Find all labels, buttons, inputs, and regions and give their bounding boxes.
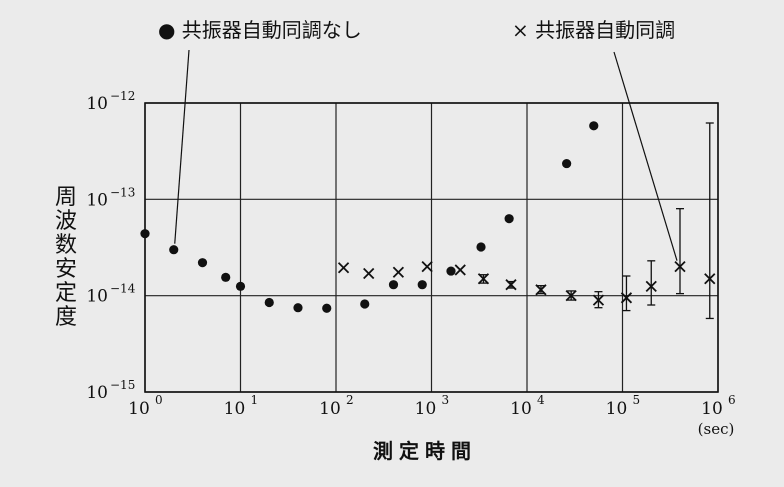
y-tick-exponent: −12 — [110, 89, 135, 103]
error-bar — [647, 260, 656, 306]
plot-frame — [144, 102, 719, 393]
cross-stroke-b — [645, 280, 657, 292]
cross-point — [565, 290, 577, 302]
dot-point — [197, 258, 208, 268]
y-tick-label: 10 — [86, 190, 108, 210]
dot-point — [562, 158, 572, 169]
cross-stroke-b — [674, 261, 686, 273]
dot-point — [322, 303, 332, 313]
cross-point — [421, 261, 433, 273]
x-tick-exponent: 5 — [633, 393, 641, 407]
error-bars — [479, 122, 714, 320]
cross-point — [592, 294, 605, 306]
dot-point — [221, 272, 231, 282]
dot-point — [235, 281, 246, 291]
cross-point — [535, 284, 547, 296]
x-axis-label: 測定時間 — [373, 439, 477, 463]
cross-stroke-b — [363, 267, 375, 280]
cross-point — [454, 264, 466, 276]
cross-stroke-b — [337, 262, 350, 274]
dot-point — [360, 299, 370, 309]
cross-stroke-b — [477, 273, 490, 285]
y-tick-exponent: −13 — [110, 185, 135, 199]
dot-point — [388, 280, 399, 290]
y-tick-exponent: −15 — [110, 378, 135, 392]
cross-stroke-b — [535, 284, 547, 296]
cross-point — [337, 262, 350, 274]
x-tick-label: 10 — [128, 399, 150, 419]
error-bar — [675, 208, 684, 295]
data-points — [140, 121, 716, 313]
cross-stroke-b — [392, 266, 405, 278]
x-tick-exponent: 4 — [537, 393, 545, 407]
x-axis-unit: (sec) — [698, 420, 735, 438]
y-tick-exponent: −14 — [110, 282, 136, 296]
dot-point — [589, 121, 599, 131]
x-tick-label: 10 — [510, 399, 532, 419]
y-axis-label-char: 定 — [55, 281, 77, 306]
cross-point — [505, 279, 517, 291]
dot-point — [476, 242, 486, 252]
grid-lines — [144, 102, 719, 393]
cross-point — [645, 280, 657, 292]
y-tick-label: 10 — [86, 383, 108, 403]
y-axis-label-char: 安 — [55, 257, 77, 282]
legend-label-cross-series: × 共振器自動同調 — [512, 18, 675, 42]
x-tick-label: 10 — [415, 399, 437, 419]
dot-point — [140, 229, 150, 239]
cross-point — [704, 273, 716, 285]
legend-callout-lines — [174, 49, 678, 261]
error-bar — [705, 122, 714, 320]
y-axis-label-char: 周 — [55, 185, 77, 210]
y-tick-label: 10 — [86, 287, 108, 307]
cross-point — [392, 266, 405, 278]
dot-point — [264, 297, 274, 308]
y-axis-label-char: 度 — [55, 305, 77, 330]
cross-point — [477, 273, 490, 285]
cross-stroke-b — [505, 279, 517, 291]
x-tick-label: 10 — [319, 399, 341, 419]
x-tick-label: 10 — [224, 399, 246, 419]
cross-point — [674, 261, 686, 273]
dot-point — [293, 303, 303, 313]
cross-point — [620, 292, 633, 304]
x-tick-exponent: 0 — [155, 393, 163, 407]
dot-point — [417, 280, 427, 290]
dot-point — [504, 214, 514, 224]
y-axis-label-char: 波 — [55, 209, 77, 234]
cross-stroke-b — [454, 264, 466, 276]
cross-point — [363, 267, 375, 280]
x-tick-label: 10 — [701, 399, 723, 419]
cross-stroke-b — [620, 292, 633, 304]
dot-point — [169, 245, 179, 255]
cross-stroke-b — [592, 294, 605, 306]
x-tick-labels: 10 0 10 1 10 2 10 3 10 4 10 5 10 6 — [128, 393, 735, 419]
cross-stroke-b — [421, 261, 433, 273]
dot-point — [446, 266, 456, 276]
x-tick-exponent: 6 — [728, 393, 736, 407]
cross-stroke-b — [704, 273, 716, 285]
y-axis-label: 周波数安定度 — [55, 185, 77, 330]
callout-line-dot-series — [174, 49, 190, 244]
error-bar — [622, 275, 631, 312]
y-tick-label: 10 — [86, 94, 108, 114]
x-tick-exponent: 2 — [346, 393, 354, 407]
legend-label-dot-series: ● 共振器自動同調なし — [158, 18, 362, 42]
x-tick-exponent: 3 — [442, 393, 450, 407]
x-tick-exponent: 1 — [251, 393, 259, 407]
x-tick-label: 10 — [606, 399, 628, 419]
y-axis-label-char: 数 — [55, 233, 77, 258]
cross-stroke-b — [565, 290, 577, 302]
callout-line-cross-series — [613, 51, 678, 261]
